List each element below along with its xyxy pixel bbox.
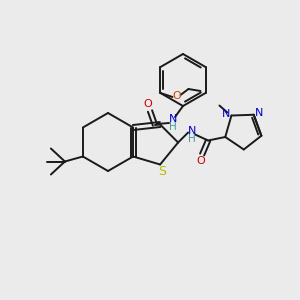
Text: S: S: [158, 165, 166, 178]
Text: N: N: [188, 125, 196, 136]
Text: O: O: [172, 91, 181, 101]
Text: H: H: [169, 122, 177, 132]
Text: O: O: [197, 157, 206, 166]
Text: N: N: [255, 108, 263, 118]
Text: O: O: [144, 99, 152, 109]
Text: N: N: [169, 114, 177, 124]
Text: H: H: [188, 134, 196, 145]
Text: N: N: [222, 109, 231, 118]
